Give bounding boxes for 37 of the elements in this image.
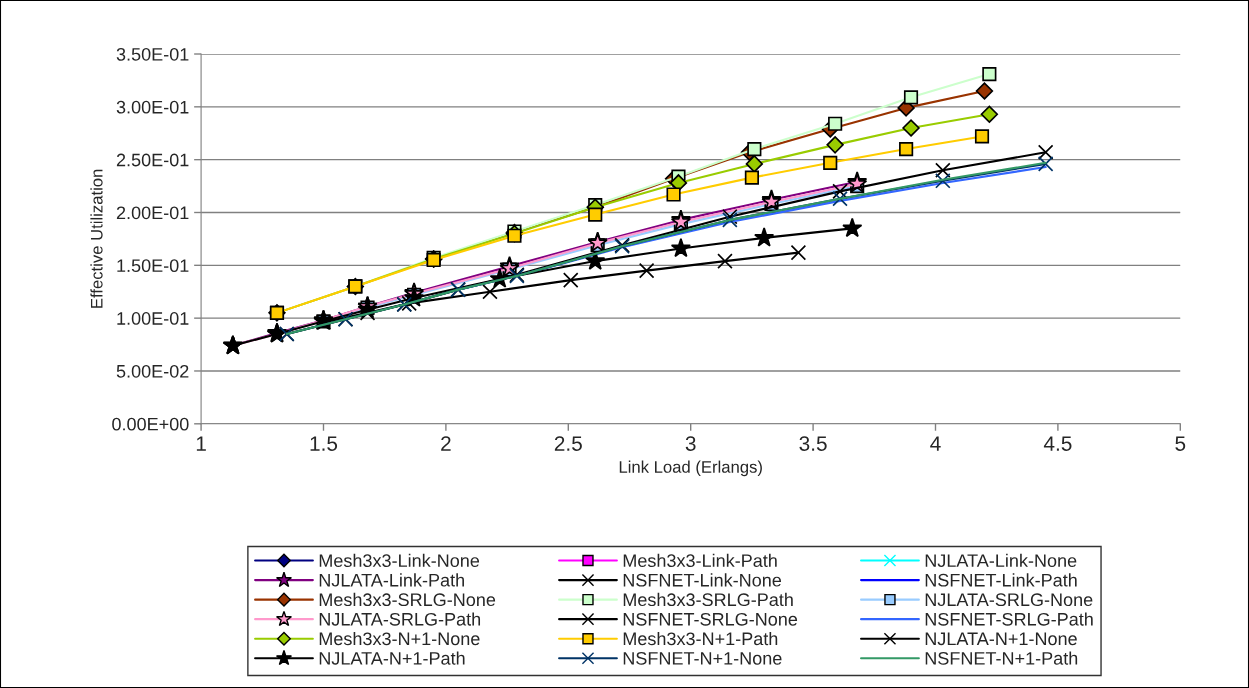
legend-label: Mesh3x3-SRLG-None [319, 592, 496, 607]
legend-label: Mesh3x3-Link-None [319, 553, 480, 568]
x-axis-title: Link Load (Erlangs) [619, 460, 762, 477]
legend-label: NSFNET-SRLG-None [623, 612, 798, 626]
x-tick-label: 1 [196, 436, 206, 451]
y-tick-label: 1.50E-01 [117, 259, 189, 273]
legend-label: NJLATA-SRLG-None [925, 593, 1093, 607]
y-tick-label: 3.50E-01 [116, 47, 189, 61]
legend-label: NSFNET-N+1-Path [925, 651, 1078, 665]
legend-label: NSFNET-Link-None [623, 573, 782, 587]
x-tick-label: 1.5 [310, 436, 338, 451]
legend-label: NSFNET-N+1-None [623, 651, 782, 665]
legend-label: NJLATA-N+1-None [925, 632, 1077, 646]
legend-label: NJLATA-N+1-Path [319, 651, 465, 665]
legend-label: NJLATA-Link-Path [319, 573, 464, 587]
y-tick-label: 2.00E-01 [116, 206, 189, 220]
legend-label: Mesh3x3-N+1-Path [623, 631, 778, 646]
x-tick-label: 5 [1175, 436, 1186, 451]
x-tick-label: 4 [930, 436, 941, 451]
x-tick-label: 3 [685, 436, 696, 451]
y-axis-title: Effective Utilization [90, 169, 103, 308]
legend-label: Mesh3x3-Link-Path [623, 553, 777, 568]
legend-label: NJLATA-SRLG-Path [319, 612, 481, 626]
legend-label: NJLATA-Link-None [925, 553, 1077, 568]
legend-label: NSFNET-SRLG-Path [925, 612, 1093, 626]
x-tick-label: 2.5 [554, 436, 582, 451]
x-tick-label: 3.5 [799, 436, 827, 451]
y-tick-label: 2.50E-01 [116, 153, 189, 167]
y-tick-label: 1.00E-01 [117, 312, 189, 325]
legend-label: Mesh3x3-SRLG-Path [623, 592, 793, 607]
legend-label: Mesh3x3-N+1-None [319, 631, 480, 646]
y-tick-label: 3.00E-01 [116, 100, 189, 114]
legend-label: NSFNET-Link-Path [925, 573, 1077, 587]
x-tick-label: 4.5 [1043, 436, 1072, 451]
y-tick-label: 5.00E-02 [116, 364, 189, 378]
y-tick-label: 0.00E+00 [112, 417, 189, 431]
x-tick-label: 2 [441, 436, 451, 451]
